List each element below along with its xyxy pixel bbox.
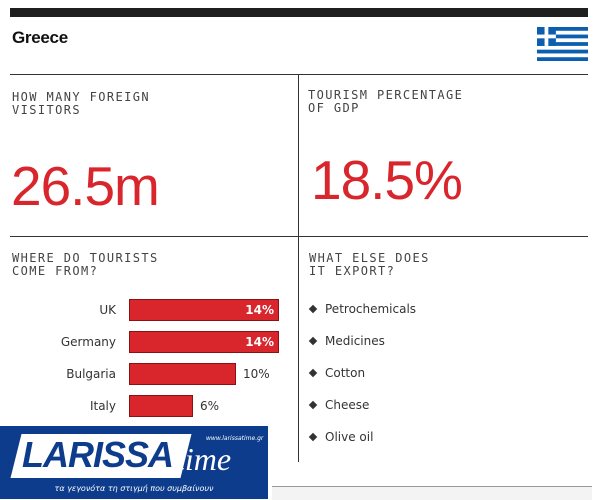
origin-name: UK xyxy=(99,303,116,317)
origin-percent: 14% xyxy=(245,303,274,317)
visitors-label: HOW MANY FOREIGN VISITORS xyxy=(12,90,150,117)
logo-url: www.larissatime.gr xyxy=(206,435,264,442)
export-label: Medicines xyxy=(325,334,385,348)
logo-brand-second: time xyxy=(176,441,232,477)
export-label: Cheese xyxy=(325,398,370,412)
export-label: Petrochemicals xyxy=(325,302,417,316)
greek-flag-icon xyxy=(537,27,588,61)
origin-bar xyxy=(129,363,236,385)
logo-subtitle: ΗΜΕΡΗΣΙΑ ΗΛΕΚΤΡΟΝΙΚΗ ΕΦΗΜΕΡΙΔΑ xyxy=(42,470,171,477)
origin-bar: 14% xyxy=(129,331,279,353)
diamond-bullet-icon xyxy=(308,432,318,442)
larissa-time-logo: LARISSA www.larissatime.gr time ΗΜΕΡΗΣΙΑ… xyxy=(0,426,268,499)
divider-center xyxy=(298,74,299,462)
origin-name: Bulgaria xyxy=(66,367,116,381)
country-title: Greece xyxy=(12,28,68,47)
diamond-bullet-icon xyxy=(308,368,318,378)
origin-row: Germany 14% xyxy=(0,330,600,354)
export-item: Petrochemicals xyxy=(308,301,417,317)
origin-percent: 6% xyxy=(200,399,220,413)
map-fragment xyxy=(272,486,592,500)
logo-brand-first: LARISSA xyxy=(22,434,174,475)
exports-label: WHAT ELSE DOES IT EXPORT? xyxy=(309,251,430,278)
export-item: Olive oil xyxy=(308,429,374,445)
origin-bar xyxy=(129,395,193,417)
origin-row: UK 14% xyxy=(0,298,600,322)
visitors-value: 26.5m xyxy=(11,155,160,217)
origin-percent: 10% xyxy=(243,367,270,381)
export-item: Medicines xyxy=(308,333,385,349)
export-label: Olive oil xyxy=(325,430,374,444)
divider-middle xyxy=(10,236,588,237)
top-rule xyxy=(10,8,588,17)
origin-percent: 14% xyxy=(245,335,274,349)
diamond-bullet-icon xyxy=(308,304,318,314)
origin-bar: 14% xyxy=(129,299,279,321)
export-label: Cotton xyxy=(325,366,366,380)
divider-top xyxy=(10,74,588,75)
logo-tagline: τα γεγονότα τη στιγμή που συμβαίνουν xyxy=(54,484,214,493)
gdp-value: 18.5% xyxy=(311,149,463,211)
export-item: Cheese xyxy=(308,397,370,413)
origin-name: Germany xyxy=(60,335,116,349)
origin-name: Italy xyxy=(89,399,116,413)
export-item: Cotton xyxy=(308,365,366,381)
diamond-bullet-icon xyxy=(308,336,318,346)
origins-label: WHERE DO TOURISTS COME FROM? xyxy=(12,251,159,278)
origin-row: Italy 6% xyxy=(0,394,600,418)
gdp-label: TOURISM PERCENTAGE OF GDP xyxy=(308,88,464,115)
diamond-bullet-icon xyxy=(308,400,318,410)
origin-row: Bulgaria 10% xyxy=(0,362,600,386)
